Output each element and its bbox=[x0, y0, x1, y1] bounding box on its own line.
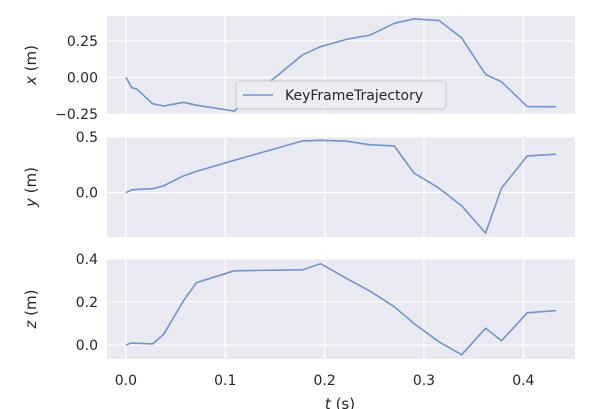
x-tick-label: 0.2 bbox=[313, 373, 335, 389]
subplot-z: 0.4 0.2 0.0 z (m) 0.0 0.1 0.2 0.3 0.4 t (s) bbox=[22, 252, 575, 409]
legend-label: KeyFrameTrajectory bbox=[285, 88, 423, 104]
legend: KeyFrameTrajectory bbox=[235, 80, 447, 110]
y-tick-label: 0.2 bbox=[76, 295, 98, 311]
subplot-x: 0.25 0.00 −0.25 x (m) KeyFrameTrajectory bbox=[22, 16, 575, 123]
legend-box bbox=[235, 80, 447, 110]
plot-area bbox=[107, 259, 575, 359]
y-tick-label: 0.00 bbox=[67, 70, 98, 86]
x-tick-label: 0.3 bbox=[413, 373, 435, 389]
x-tick-label: 0.4 bbox=[512, 373, 534, 389]
y-axis-label: y (m) bbox=[22, 167, 40, 208]
series-line-keyframe-trajectory bbox=[125, 262, 557, 356]
y-tick-label: 0.5 bbox=[76, 130, 98, 146]
y-tick-label: 0.25 bbox=[67, 34, 98, 50]
y-tick-label: 0.0 bbox=[76, 186, 98, 202]
y-tick-label: 0.4 bbox=[76, 252, 98, 268]
subplot-y: 0.5 0.0 y (m) bbox=[22, 130, 575, 237]
plot-area bbox=[107, 137, 575, 237]
series-line-keyframe-trajectory bbox=[125, 139, 557, 234]
y-axis-label: z (m) bbox=[22, 290, 40, 330]
x-tick-label: 0.1 bbox=[214, 373, 236, 389]
y-tick-label: 0.0 bbox=[76, 338, 98, 354]
series-line-keyframe-trajectory bbox=[125, 18, 557, 112]
y-tick-label: −0.25 bbox=[55, 107, 98, 123]
x-axis-label: t (s) bbox=[325, 395, 355, 409]
x-tick-label: 0.0 bbox=[115, 373, 137, 389]
y-axis-label: x (m) bbox=[22, 45, 40, 86]
